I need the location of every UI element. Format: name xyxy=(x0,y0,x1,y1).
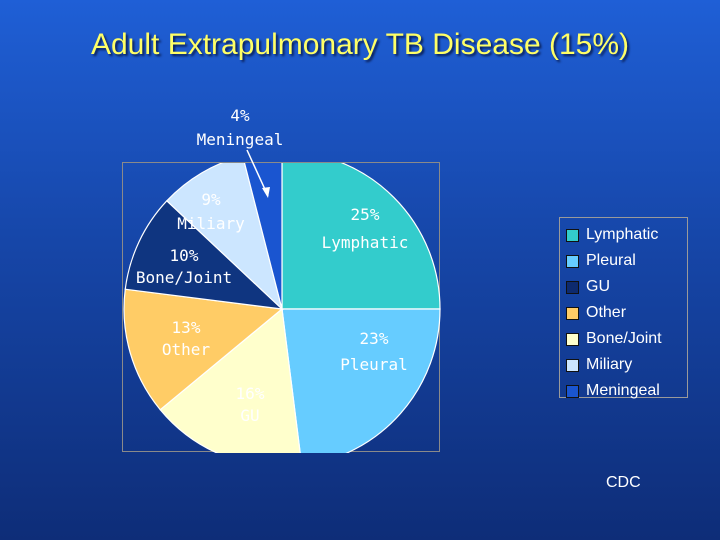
pie-slice-other xyxy=(123,288,284,411)
pie-slice-miliary xyxy=(165,163,284,311)
legend-swatch-pleural xyxy=(566,254,579,268)
slice-label-meningeal-name: Meningeal xyxy=(197,130,284,149)
legend-swatch-other xyxy=(566,306,579,320)
slice-label-meningeal-percent: 4% xyxy=(230,106,250,125)
pie-slice-bone-joint xyxy=(124,199,284,310)
legend-item-gu: GU xyxy=(560,274,687,300)
legend-swatch-lymphatic xyxy=(566,228,579,242)
legend-label: GU xyxy=(586,278,610,295)
legend-swatch-gu xyxy=(566,280,579,294)
chart-legend: Lymphatic Pleural GU Other Bone/Joint Miliary… xyxy=(559,217,688,399)
legend-label: Other xyxy=(586,304,627,321)
legend-item-meningeal: Meningeal xyxy=(560,378,687,404)
slide-title: Adult Extrapulmonary TB Disease (15%) xyxy=(90,28,629,61)
legend-item-miliary: Miliary xyxy=(560,352,687,378)
pie-chart xyxy=(123,163,441,453)
legend-label: Miliary xyxy=(586,356,633,373)
legend-label: Meningeal xyxy=(586,382,660,399)
pie-slice-lymphatic xyxy=(281,163,441,310)
pie-slice-pleural xyxy=(281,308,441,453)
pie-slice-meningeal xyxy=(243,163,283,310)
legend-swatch-bone-joint xyxy=(566,332,579,346)
legend-item-bone-joint: Bone/Joint xyxy=(560,326,687,352)
legend-label: Bone/Joint xyxy=(586,330,662,347)
legend-item-pleural: Pleural xyxy=(560,248,687,274)
legend-item-lymphatic: Lymphatic xyxy=(560,222,687,248)
legend-item-other: Other xyxy=(560,300,687,326)
pie-chart-panel xyxy=(122,162,441,453)
legend-label: Lymphatic xyxy=(586,226,659,243)
pie-slice-gu xyxy=(159,307,301,453)
legend-swatch-miliary xyxy=(566,358,579,372)
legend-swatch-meningeal xyxy=(566,384,579,398)
legend-label: Pleural xyxy=(586,252,636,269)
source-credit: CDC xyxy=(606,474,641,491)
